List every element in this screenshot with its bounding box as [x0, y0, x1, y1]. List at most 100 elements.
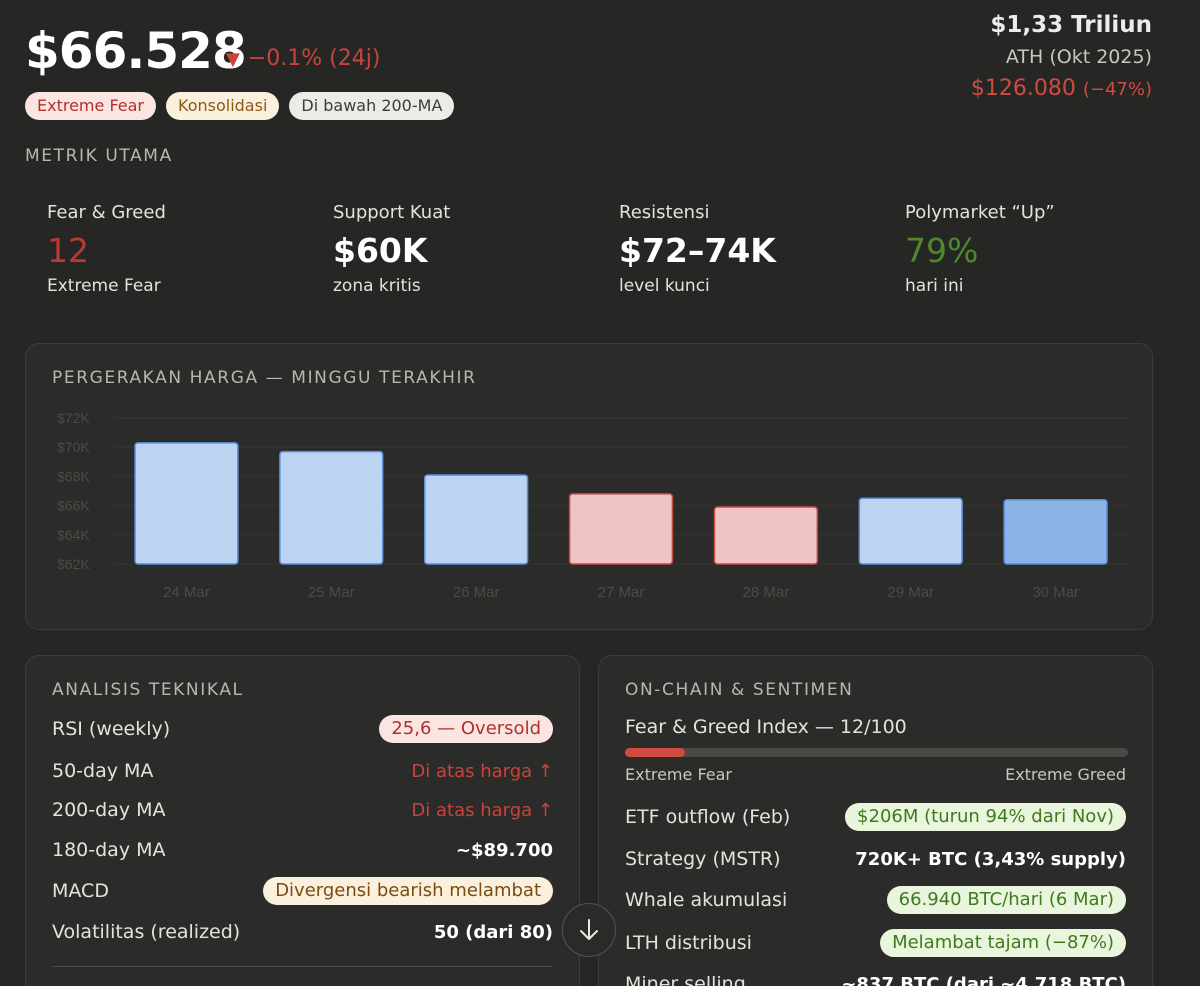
row-lth: LTH distribusi Melambat tajam (−87%) [625, 927, 1126, 959]
row-miner: Miner selling ~837 BTC (dari ~4.718 BTC) [625, 968, 1126, 986]
row-key: 50-day MA [52, 760, 154, 782]
onchain-title: ON-CHAIN & SENTIMEN [625, 680, 854, 700]
x-tick-label: 26 Mar [453, 584, 500, 601]
x-tick-label: 28 Mar [743, 584, 790, 601]
market-cap: $1,33 Triliun [990, 12, 1152, 38]
fg-index-title: Fear & Greed Index — 12/100 [625, 716, 907, 738]
price-chart: $72K $70K $68K $66K $64K $62K 24 Mar 25 Mar 26 M… [57, 410, 1128, 601]
fg-left-label: Extreme Fear [625, 765, 732, 784]
metric-sub: hari ini [905, 276, 964, 296]
row-key: Miner selling [625, 973, 746, 986]
row-50ma: 50-day MA Di atas harga ↑ [52, 755, 553, 787]
chart-bar-26-mar [423, 474, 529, 565]
technical-analysis-card: ANALISIS TEKNIKAL RSI (weekly) 25,6 — Ov… [25, 655, 580, 986]
chart-bar-27-mar [568, 493, 674, 565]
metric-label: Resistensi [619, 202, 710, 223]
row-key: LTH distribusi [625, 932, 752, 954]
chart-title: PERGERAKAN HARGA — MINGGU TERAKHIR [52, 368, 477, 388]
metric-resistance: Resistensi $72–74K level kunci [619, 202, 776, 296]
metric-sub: Extreme Fear [47, 276, 161, 296]
y-tick-label: $72K [57, 410, 90, 426]
metric-polymarket: Polymarket “Up” 79% hari ini [905, 202, 1055, 296]
row-key: 180-day MA [52, 839, 166, 861]
metric-value: 79% [905, 231, 979, 270]
chart-bar-29-mar [858, 497, 963, 565]
row-rsi: RSI (weekly) 25,6 — Oversold [52, 713, 553, 745]
technical-title: ANALISIS TEKNIKAL [52, 680, 244, 700]
row-value: Di atas harga ↑ [411, 799, 553, 821]
fg-right-label: Extreme Greed [1005, 765, 1126, 784]
arrow-down-icon [580, 919, 598, 940]
x-tick-label: 25 Mar [308, 584, 355, 601]
row-key: MACD [52, 880, 109, 902]
metric-value: $60K [333, 231, 428, 270]
row-200ma: 200-day MA Di atas harga ↑ [52, 794, 553, 826]
key-metrics: Fear & Greed 12 Extreme Fear Support Kua… [47, 202, 1157, 302]
tag-extreme-fear: Extreme Fear [25, 92, 156, 120]
row-strategy: Strategy (MSTR) 720K+ BTC (3,43% supply) [625, 843, 1126, 875]
row-key: RSI (weekly) [52, 718, 171, 740]
metric-label: Polymarket “Up” [905, 202, 1055, 223]
divider [52, 966, 553, 967]
row-key: 200-day MA [52, 799, 166, 821]
row-whale: Whale akumulasi 66.940 BTC/hari (6 Mar) [625, 884, 1126, 916]
btc-price: $66.528 [25, 22, 247, 80]
row-key: Volatilitas (realized) [52, 921, 241, 943]
row-180ma: 180-day MA ~$89.700 [52, 834, 553, 866]
row-value: ~$89.700 [455, 839, 553, 861]
chart-bar-30-mar [1003, 499, 1108, 565]
row-etf-outflow: ETF outflow (Feb) $206M (turun 94% dari … [625, 801, 1126, 833]
x-tick-label: 30 Mar [1032, 584, 1079, 601]
triangle-down-icon: ▼ [226, 49, 240, 70]
metric-value: 12 [47, 231, 89, 270]
etf-badge: $206M (turun 94% dari Nov) [845, 803, 1126, 831]
status-tags: Extreme Fear Konsolidasi Di bawah 200-MA [25, 92, 455, 120]
price-change-value: −0.1% (24j) [247, 46, 381, 71]
whale-badge: 66.940 BTC/hari (6 Mar) [886, 886, 1126, 914]
ath-percent: (−47%) [1082, 79, 1152, 100]
fg-index-fill [625, 748, 686, 757]
metric-label: Support Kuat [333, 202, 451, 223]
x-tick-label: 29 Mar [887, 584, 934, 601]
price-change: ▼ −0.1% (24j) [226, 46, 380, 71]
rsi-badge: 25,6 — Oversold [379, 715, 553, 743]
row-key: ETF outflow (Feb) [625, 806, 791, 828]
y-tick-label: $68K [57, 468, 90, 484]
row-key: Whale akumulasi [625, 889, 788, 911]
row-value: ~837 BTC (dari ~4.718 BTC) [841, 973, 1126, 986]
ath-price: $126.080 [970, 76, 1076, 101]
row-macd: MACD Divergensi bearish melambat [52, 875, 553, 907]
chart-bar-25-mar [279, 450, 384, 565]
y-tick-label: $70K [57, 439, 90, 455]
metric-sub: level kunci [619, 276, 710, 296]
ath-value: $126.080 (−47%) [971, 76, 1152, 101]
row-value: 50 (dari 80) [433, 921, 553, 943]
chart-bar-24-mar [134, 442, 239, 565]
ath-label: ATH (Okt 2025) [1005, 46, 1152, 68]
x-tick-label: 27 Mar [598, 584, 645, 601]
x-tick-label: 24 Mar [163, 584, 210, 601]
lth-badge: Melambat tajam (−87%) [880, 929, 1126, 957]
price-chart-card: PERGERAKAN HARGA — MINGGU TERAKHIR $72K $… [25, 343, 1153, 630]
metric-sub: zona kritis [333, 276, 421, 296]
y-tick-label: $62K [57, 556, 90, 572]
y-tick-label: $64K [57, 527, 90, 543]
metric-label: Fear & Greed [47, 202, 166, 223]
row-value: 720K+ BTC (3,43% supply) [855, 848, 1126, 870]
y-tick-label: $66K [57, 498, 90, 514]
tag-below-200ma: Di bawah 200-MA [289, 92, 455, 120]
metric-support: Support Kuat $60K zona kritis [333, 202, 450, 296]
metric-value: $72–74K [619, 231, 776, 270]
tag-konsolidasi: Konsolidasi [166, 92, 280, 120]
row-key: Strategy (MSTR) [625, 848, 781, 870]
fg-index-bar [625, 748, 1128, 757]
market-summary: $1,33 Triliun ATH (Okt 2025) $126.080 (−… [971, 12, 1152, 101]
metrics-title: METRIK UTAMA [25, 146, 173, 166]
row-volatility: Volatilitas (realized) 50 (dari 80) [52, 916, 553, 948]
chart-bar-28-mar [713, 506, 819, 565]
macd-badge: Divergensi bearish melambat [263, 877, 553, 905]
metric-fear-greed: Fear & Greed 12 Extreme Fear [47, 202, 166, 296]
scroll-down-button[interactable] [562, 903, 616, 957]
onchain-sentiment-card: ON-CHAIN & SENTIMEN Fear & Greed Index —… [598, 655, 1153, 986]
